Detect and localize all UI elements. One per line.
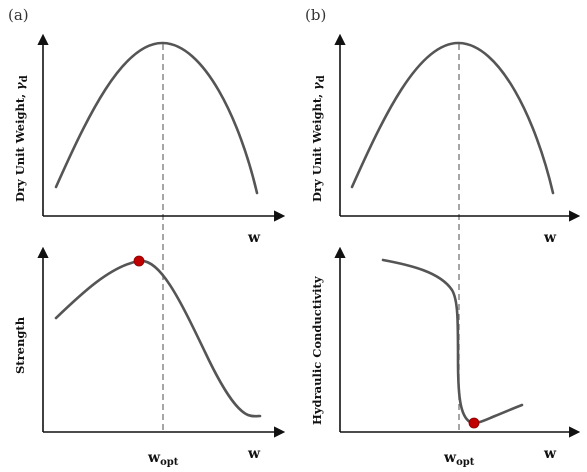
dry-unit-weight-curve-a [54, 41, 259, 195]
min-conductivity-point [468, 417, 480, 429]
y-label-hydraulic-conductivity: Hydraulic Conductivity [310, 276, 324, 425]
x-label-w-b-bottom: w [543, 446, 557, 462]
plot-a-strength: Strength w wopt [13, 246, 286, 468]
x-label-w-a-bottom: w [247, 446, 261, 462]
y-label-strength: Strength [13, 316, 27, 374]
plot-b-hydraulic-conductivity: Hydraulic Conductivity w wopt [310, 246, 581, 468]
y-label-dry-unit-weight-a: Dry Unit Weight, γd [13, 75, 30, 202]
x-label-w-opt-a: wopt [147, 450, 179, 468]
x-label-w-a-top: w [247, 230, 261, 246]
hydraulic-conductivity-curve [381, 258, 524, 425]
y-label-dry-unit-weight-b: Dry Unit Weight, γd [310, 75, 327, 202]
panel-label-b: (b) [305, 6, 326, 24]
plot-a-dry-unit-weight: Dry Unit Weight, γd w [13, 33, 286, 246]
x-label-w-b-top: w [543, 230, 557, 246]
panel-label-a: (a) [8, 6, 29, 24]
max-strength-point [133, 255, 145, 267]
plot-b-dry-unit-weight: Dry Unit Weight, γd w [310, 33, 581, 246]
x-label-w-opt-b: wopt [443, 450, 475, 468]
dry-unit-weight-curve-b [350, 41, 555, 195]
strength-curve [54, 259, 262, 418]
